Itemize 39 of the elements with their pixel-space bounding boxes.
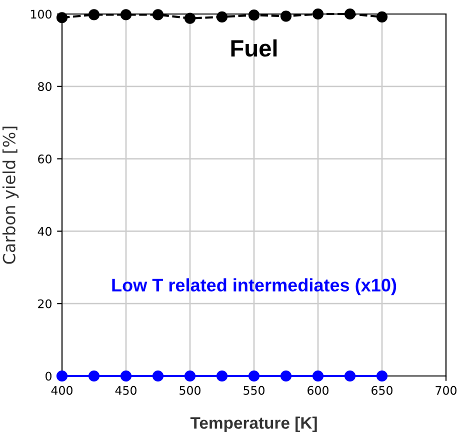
y-tick-label: 20	[38, 299, 52, 308]
x-tick-label: 450	[115, 386, 136, 395]
point	[56, 370, 68, 382]
y-tick-label: 60	[38, 154, 52, 164]
point	[376, 11, 388, 22]
point	[184, 12, 196, 24]
series-label: Fuel	[231, 39, 277, 57]
point	[120, 9, 132, 20]
y-axis-title: Carbon yield [%]	[2, 126, 19, 264]
x-tick-label: 600	[308, 386, 328, 395]
text: Low T related intermediates (x10)	[112, 278, 396, 296]
point	[152, 370, 164, 382]
x-tick-label: 700	[436, 386, 456, 395]
point	[248, 370, 260, 382]
point	[184, 370, 196, 382]
point	[88, 370, 100, 382]
x-tick-label: 550	[244, 386, 264, 395]
point	[216, 11, 228, 22]
y-tick-label: 0	[46, 372, 52, 381]
x-tick-label: 500	[180, 386, 200, 395]
x-axis-title: Temperature [K]	[190, 416, 317, 432]
point	[216, 370, 228, 382]
point	[344, 8, 356, 20]
x-tick-label: 650	[372, 386, 392, 395]
point	[56, 12, 68, 24]
y-tick-label: 100	[31, 10, 52, 19]
point	[120, 370, 132, 382]
point	[312, 370, 324, 382]
point	[312, 8, 324, 20]
point	[280, 370, 292, 382]
point	[88, 9, 100, 20]
y-tick-label: 40	[38, 226, 52, 236]
point	[280, 10, 292, 22]
x-tick-label: 400	[51, 386, 72, 395]
point	[248, 10, 260, 21]
point	[152, 9, 164, 20]
y-tick-label: 80	[38, 82, 52, 92]
point	[376, 370, 388, 382]
point	[344, 370, 356, 382]
